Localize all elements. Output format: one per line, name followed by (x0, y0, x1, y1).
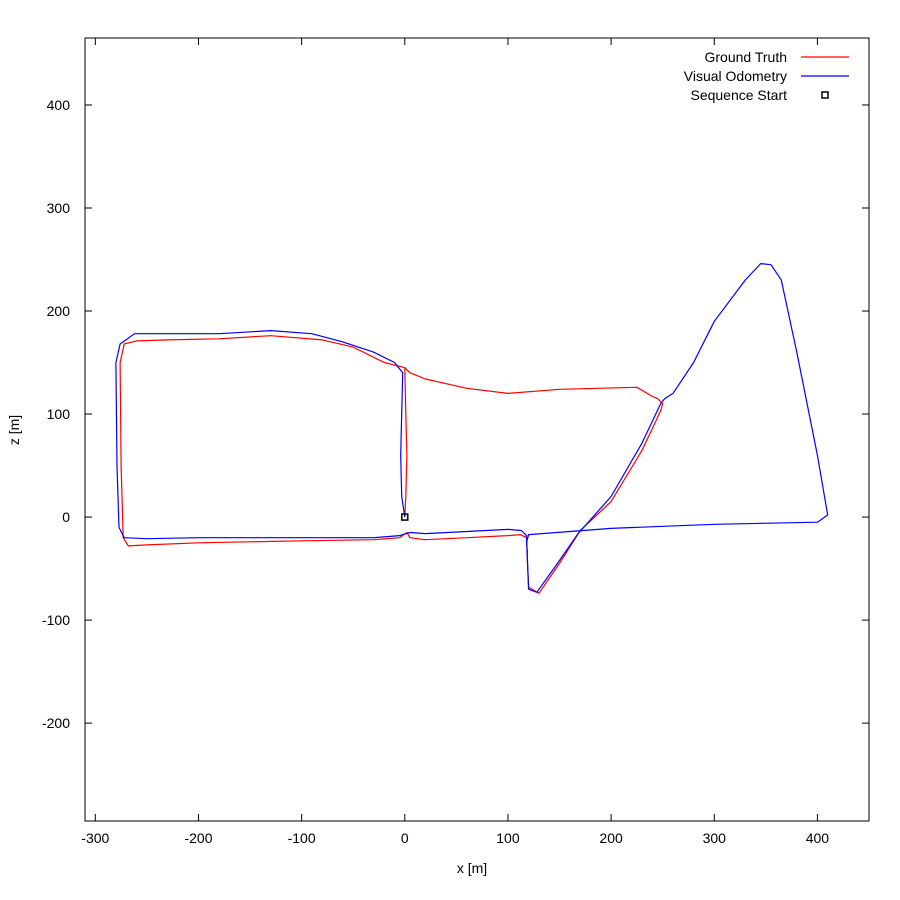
x-tick-label: 0 (401, 830, 409, 846)
y-tick-label: -200 (42, 715, 70, 731)
y-tick-label: 300 (47, 200, 71, 216)
legend-marker (821, 91, 829, 99)
x-tick-label: -200 (184, 830, 212, 846)
y-tick-label: 200 (47, 303, 71, 319)
y-tick-label: 100 (47, 406, 71, 422)
series-line (115, 263, 829, 593)
plot-frame (84, 37, 870, 822)
legend-label: Visual Odometry (684, 68, 787, 84)
sequence-start-marker (401, 513, 409, 521)
y-tick-label: -100 (42, 612, 70, 628)
legend-label: Ground Truth (705, 49, 788, 65)
x-tick-label: -300 (81, 830, 109, 846)
legend: Ground Truth Visual Odometry Sequence Star… (684, 49, 849, 103)
x-tick-label: -100 (288, 830, 316, 846)
y-axis-label: z [m] (6, 415, 22, 445)
x-axis-label: x [m] (457, 860, 487, 876)
x-tick-label: 100 (496, 830, 520, 846)
legend-label: Sequence Start (690, 87, 787, 103)
y-tick-label: 400 (47, 97, 71, 113)
x-tick-label: 400 (806, 830, 830, 846)
y-tick-label: 0 (62, 509, 70, 525)
series-line (119, 335, 664, 594)
x-tick-label: 200 (599, 830, 623, 846)
x-tick-label: 300 (703, 830, 727, 846)
series-layer (115, 263, 829, 594)
axis-ticks: -300 -200 -100 0 100 200 300 400 -200 -100 0 100 200… (42, 38, 869, 846)
